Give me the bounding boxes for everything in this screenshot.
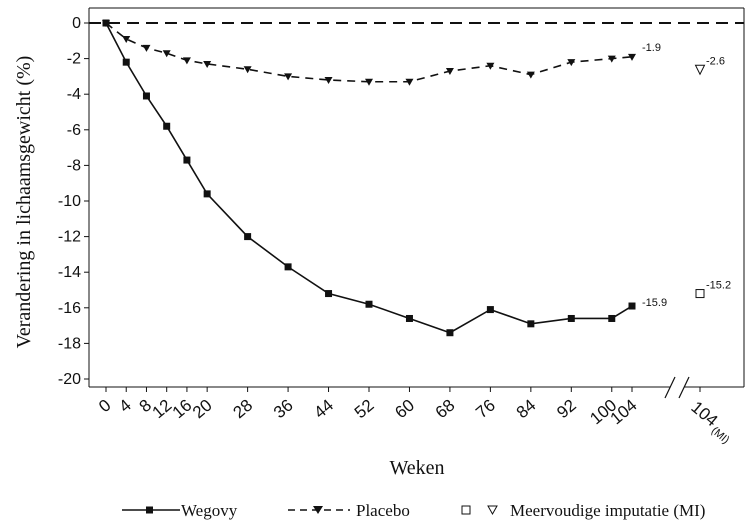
placebo-point	[284, 73, 293, 81]
placebo-point	[122, 36, 131, 44]
placebo-point	[162, 50, 171, 58]
wegovy-point	[163, 122, 171, 130]
wegovy-point	[405, 314, 413, 322]
wegovy-point	[203, 190, 211, 198]
x-tick-label: 28	[229, 396, 256, 423]
placebo-point	[243, 66, 252, 74]
x-tick-label: 0	[95, 396, 114, 417]
legend-wegovy-marker	[146, 506, 153, 514]
x-tick-label: 4	[115, 396, 134, 417]
legend-mi-triangle-marker	[487, 505, 498, 516]
legend: Wegovy Placebo Meervoudige imputatie (MI…	[122, 501, 705, 520]
axis-break-mark	[678, 376, 690, 399]
x-tick-label: 92	[553, 396, 580, 423]
y-ticks: 0 -2 -4 -6 -8 -10 -12 -14 -16 -18 -20	[58, 15, 89, 388]
placebo-point	[628, 53, 636, 61]
wegovy-point	[142, 92, 150, 100]
legend-placebo-label: Placebo	[356, 501, 410, 520]
wegovy-point	[527, 320, 535, 328]
x-tick-label-mi-suffix: (MI)	[709, 425, 732, 447]
wegovy-point	[122, 58, 130, 66]
placebo-point	[445, 68, 454, 76]
wegovy-end-label: -15.9	[642, 297, 667, 309]
wegovy-point	[284, 263, 292, 271]
placebo-point	[486, 62, 495, 70]
wegovy-point	[628, 302, 636, 310]
y-tick-label: -8	[67, 157, 81, 174]
data-labels: -15.9 -1.9 -15.2 -2.6	[642, 42, 731, 309]
y-tick-label: -16	[58, 300, 81, 317]
placebo-point	[405, 78, 414, 86]
y-tick-label: -14	[58, 264, 81, 281]
wegovy-point	[567, 314, 575, 322]
wegovy-point	[244, 233, 252, 241]
legend-placebo-marker	[313, 506, 323, 514]
wegovy-point	[446, 329, 454, 337]
placebo-point	[526, 71, 535, 79]
y-tick-label: -20	[58, 371, 81, 388]
x-tick-label: 20	[189, 396, 216, 423]
wegovy-series-line	[105, 22, 633, 334]
placebo-point	[203, 60, 212, 68]
axes	[88, 7, 745, 399]
x-axis-title: Weken	[389, 457, 444, 479]
y-tick-label: -6	[67, 122, 81, 139]
wegovy-point	[486, 306, 494, 314]
x-tick-label: 60	[391, 396, 418, 423]
placebo-series-line	[105, 22, 633, 83]
x-tick-label-mi: 104(MI)	[686, 398, 738, 447]
placebo-point	[324, 76, 333, 84]
placebo-mi-label: -2.6	[706, 55, 725, 67]
markers	[102, 19, 706, 337]
legend-mi-square-marker	[461, 505, 471, 515]
placebo-mi-point	[694, 64, 706, 76]
x-tick-label: 84	[513, 396, 540, 423]
axis-break-mark	[664, 376, 676, 399]
placebo-point	[142, 44, 151, 52]
wegovy-mi-point	[695, 289, 705, 299]
placebo-end-label: -1.9	[642, 42, 661, 54]
wegovy-point	[365, 300, 373, 308]
x-tick-label: 52	[351, 396, 378, 423]
y-tick-label: -12	[58, 229, 81, 246]
wegovy-point	[608, 314, 616, 322]
y-tick-label: -4	[67, 86, 81, 103]
y-tick-label: 0	[72, 15, 81, 32]
placebo-point	[567, 59, 576, 67]
legend-wegovy-label: Wegovy	[181, 501, 238, 520]
placebo-point	[607, 55, 616, 63]
wegovy-point	[325, 290, 333, 298]
x-tick-label: 76	[472, 396, 499, 423]
x-tick-label: 44	[310, 396, 337, 423]
y-tick-label: -10	[58, 193, 81, 210]
placebo-point	[365, 78, 373, 86]
x-tick-label: 68	[432, 396, 459, 423]
y-tick-label: -18	[58, 335, 81, 352]
wegovy-point	[183, 156, 191, 164]
legend-mi-label: Meervoudige imputatie (MI)	[510, 501, 705, 520]
y-tick-label: -2	[67, 51, 81, 68]
x-tick-label: 36	[270, 396, 297, 423]
y-axis-title: Verandering in lichaamsgewicht (%)	[13, 56, 35, 349]
wegovy-mi-label: -15.2	[706, 280, 731, 292]
series-lines	[105, 22, 633, 334]
placebo-point	[182, 57, 191, 65]
placebo-point	[102, 20, 110, 27]
